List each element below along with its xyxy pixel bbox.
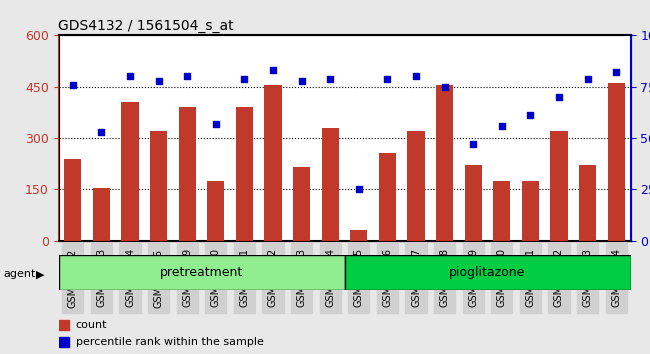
Point [582,76,593,81]
Bar [551,131,567,241]
Bar [322,128,339,241]
Bar [179,107,196,241]
Point [411,74,421,79]
Text: ▶: ▶ [36,269,44,279]
Bar [579,165,596,241]
Bar [379,154,396,241]
Bar [293,167,310,241]
Bar [236,107,253,241]
Point [68,82,78,87]
Point [439,84,450,90]
Bar [436,85,453,241]
Bar [408,131,424,241]
Point [268,68,278,73]
Point [211,121,221,126]
Text: count: count [75,320,107,330]
Bar [64,159,81,241]
Bar [608,83,625,241]
Bar [493,181,510,241]
Point [125,74,135,79]
Point [611,69,621,75]
Bar [93,188,110,241]
Text: pioglitazone: pioglitazone [449,266,526,279]
FancyBboxPatch shape [58,255,345,290]
Text: GDS4132 / 1561504_s_at: GDS4132 / 1561504_s_at [58,19,234,33]
Point [182,74,192,79]
Point [325,76,335,81]
Point [382,76,393,81]
Bar [350,230,367,241]
Bar [122,102,138,241]
FancyBboxPatch shape [344,255,630,290]
Point [468,141,478,147]
Text: percentile rank within the sample: percentile rank within the sample [75,337,263,347]
Bar [207,181,224,241]
Point [239,76,250,81]
Point [554,94,564,100]
Point [296,78,307,84]
Point [525,113,536,118]
Point [96,129,107,135]
Bar [522,181,539,241]
Point [497,123,507,129]
Bar [150,131,167,241]
Text: pretreatment: pretreatment [160,266,243,279]
Point [153,78,164,84]
Bar [265,85,281,241]
Bar [465,165,482,241]
Text: agent: agent [3,269,36,279]
Point [354,187,364,192]
